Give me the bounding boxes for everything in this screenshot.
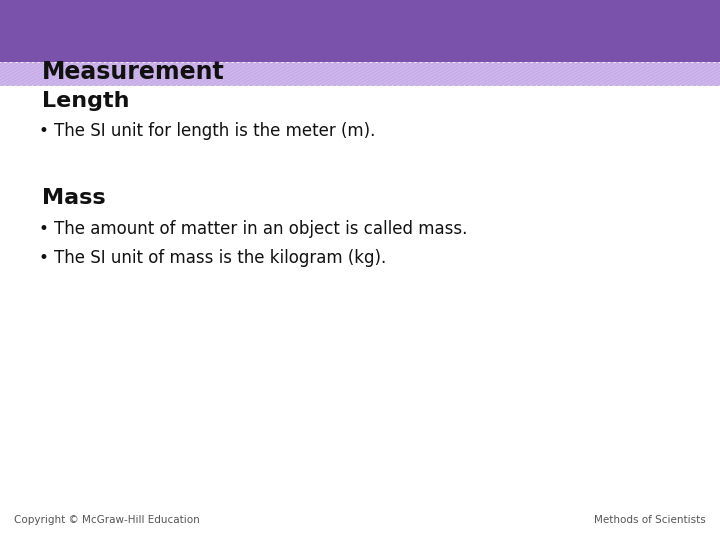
- Text: The SI unit of mass is the kilogram (kg).: The SI unit of mass is the kilogram (kg)…: [54, 249, 386, 267]
- Text: •: •: [38, 249, 48, 267]
- Text: Length: Length: [42, 91, 130, 111]
- Bar: [0, 0, 720, 62]
- Bar: [0, 62, 720, 86]
- Text: Methods of Scientists: Methods of Scientists: [594, 515, 706, 525]
- Text: Copyright © McGraw-Hill Education: Copyright © McGraw-Hill Education: [14, 515, 200, 525]
- Text: Mass: Mass: [42, 188, 105, 208]
- Text: The SI unit for length is the meter (m).: The SI unit for length is the meter (m).: [54, 123, 375, 140]
- Bar: [0, 62, 720, 86]
- Text: The amount of matter in an object is called mass.: The amount of matter in an object is cal…: [54, 220, 467, 238]
- Text: Measurement: Measurement: [42, 60, 225, 84]
- Text: •: •: [38, 123, 48, 140]
- Text: •: •: [38, 220, 48, 238]
